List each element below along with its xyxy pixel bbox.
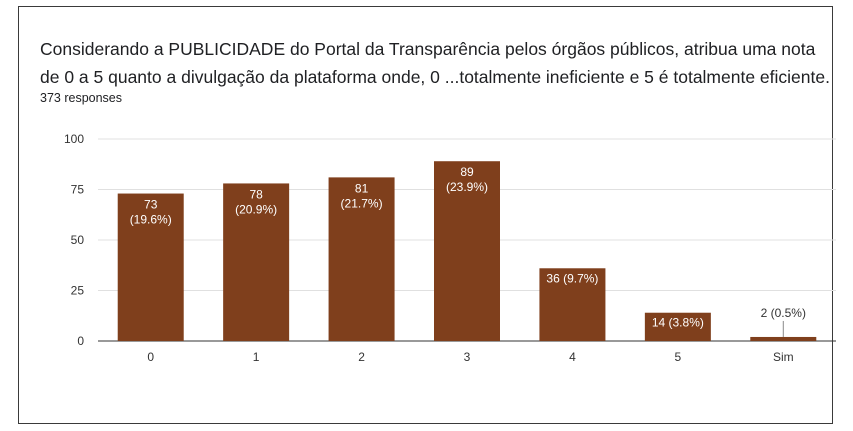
x-tick-label: 1 bbox=[253, 350, 260, 364]
y-tick-label: 100 bbox=[64, 132, 84, 146]
chart-title: Considerando a PUBLICIDADE do Portal da … bbox=[40, 39, 830, 87]
bar-4[interactable] bbox=[539, 268, 606, 341]
data-label: 14 (3.8%) bbox=[652, 316, 704, 330]
bar-1[interactable] bbox=[223, 183, 290, 341]
bar-3[interactable] bbox=[434, 161, 500, 341]
x-tick-label: 0 bbox=[147, 350, 154, 364]
bar-0[interactable] bbox=[117, 193, 184, 341]
data-label: 36 (9.7%) bbox=[546, 271, 598, 285]
data-label: 2 (0.5%) bbox=[761, 306, 806, 320]
y-tick-label: 50 bbox=[71, 233, 85, 247]
bar-2[interactable] bbox=[328, 177, 395, 341]
data-label: (23.9%) bbox=[446, 180, 488, 194]
data-label: 89 bbox=[460, 165, 474, 179]
x-tick-label: 5 bbox=[675, 350, 682, 364]
data-label: 73 bbox=[144, 198, 158, 212]
bar-sim[interactable] bbox=[750, 336, 817, 341]
x-tick-label: 2 bbox=[358, 350, 365, 364]
y-tick-label: 25 bbox=[71, 284, 85, 298]
data-label: 78 bbox=[249, 187, 263, 201]
y-tick-label: 0 bbox=[77, 334, 84, 348]
data-label: (21.7%) bbox=[341, 196, 383, 210]
x-tick-label: Sim bbox=[773, 350, 794, 364]
data-label: (20.9%) bbox=[235, 202, 277, 216]
y-tick-label: 75 bbox=[71, 183, 85, 197]
x-tick-label: 4 bbox=[569, 350, 576, 364]
x-tick-label: 3 bbox=[464, 350, 471, 364]
response-count: 373 responses bbox=[40, 91, 123, 105]
data-label: 81 bbox=[355, 181, 369, 195]
bar-5[interactable] bbox=[644, 312, 711, 341]
data-label: (19.6%) bbox=[130, 213, 172, 227]
